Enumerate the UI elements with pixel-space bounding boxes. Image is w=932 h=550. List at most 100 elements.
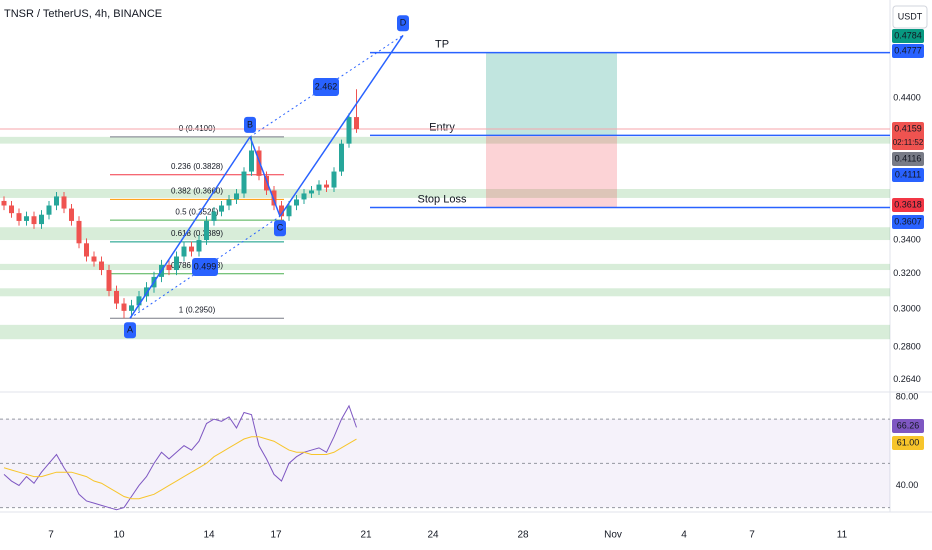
candle-body <box>241 171 247 194</box>
candle-body <box>54 196 59 206</box>
x-tick-label: Nov <box>604 530 622 541</box>
y-tick-label: 0.2800 <box>893 341 921 351</box>
currency[interactable]: USDT <box>898 11 923 21</box>
candle-body <box>144 287 149 297</box>
entry-label: Entry <box>429 121 455 133</box>
ratio-label: 2.462 <box>315 81 338 91</box>
candle-body <box>316 184 322 191</box>
candle-body <box>174 256 179 271</box>
countdown: 02:11:52 <box>893 138 924 147</box>
pattern-point-box <box>124 322 136 339</box>
fib-label: 0.618 (0.3389) <box>171 229 223 238</box>
symbol-title: TNSR / TetherUS, 4h, BINANCE <box>4 8 162 20</box>
candle-body <box>324 184 329 188</box>
candle-body <box>346 117 352 144</box>
candle-body <box>129 305 134 311</box>
candle-body <box>76 220 82 244</box>
x-tick-label: 24 <box>427 530 439 541</box>
price-tag-bg <box>892 152 924 166</box>
y-tick-label: 0.3400 <box>893 234 921 244</box>
candle-body <box>301 193 307 200</box>
last-price-bg <box>892 122 924 150</box>
candle-body <box>234 193 239 200</box>
x-tick-label: 21 <box>360 530 372 541</box>
candle-body <box>84 243 89 257</box>
candle-body <box>226 199 232 206</box>
candle-body <box>24 216 29 221</box>
candle-body <box>91 256 97 262</box>
stop-label: Stop Loss <box>418 193 467 205</box>
support-zone <box>0 324 890 340</box>
rsi-tag: 61.00 <box>897 437 920 447</box>
pattern-point-box <box>244 116 256 133</box>
rsi-line <box>3 404 357 511</box>
x-tick-label: 28 <box>517 530 529 541</box>
candle-body <box>136 296 142 306</box>
tp-tag: 0.4777 <box>894 45 922 55</box>
y-tick-label: 0.2640 <box>893 374 921 384</box>
stop-tag-bg <box>892 215 924 229</box>
candle-body <box>166 264 172 271</box>
rsi-tick-label: 40.00 <box>896 480 919 490</box>
pattern-point-label: C <box>277 223 284 233</box>
candle-body <box>69 208 74 221</box>
last-price-tag: 0.4159 <box>894 123 922 133</box>
fib-label: 0.382 (0.3660) <box>171 187 223 196</box>
candle-body <box>309 190 314 194</box>
pattern-point-label: B <box>247 119 253 129</box>
y-tick-label: 0.3000 <box>893 303 921 313</box>
stop-tag: 0.3607 <box>894 216 922 226</box>
pattern-point-box <box>274 220 286 237</box>
candle-body <box>294 199 299 206</box>
support-zone <box>0 263 890 271</box>
tp-tag-bg <box>892 44 924 58</box>
x-tick-label: 14 <box>203 530 215 541</box>
pattern-point-box <box>397 15 409 32</box>
support-zone <box>0 136 890 144</box>
candle-body <box>196 240 202 252</box>
candle-body <box>339 143 344 172</box>
candle-body <box>271 190 277 206</box>
price-tag: 0.4784 <box>894 30 922 40</box>
candle-body <box>211 211 217 221</box>
candle-body <box>1 200 7 206</box>
entry-tag-bg <box>892 168 924 182</box>
rsi-tick-label: 80.00 <box>896 391 919 401</box>
rsi-line <box>3 436 357 500</box>
pattern-point-label: D <box>400 18 407 28</box>
candle-body <box>121 303 127 311</box>
price-tag-bg <box>892 198 924 212</box>
profit-zone <box>486 52 617 136</box>
candle-body <box>219 205 224 212</box>
tp-label: TP <box>435 39 449 51</box>
support-zone <box>0 188 890 198</box>
candle-body <box>181 246 187 257</box>
pattern-point-label: A <box>127 325 133 335</box>
entry-tag: 0.4111 <box>895 169 921 179</box>
y-tick-label: 0.4400 <box>893 92 921 102</box>
rsi-tag: 66.26 <box>897 420 920 430</box>
pattern-leg <box>249 136 281 217</box>
ratio-label: 0.499 <box>194 261 217 271</box>
currency-box[interactable] <box>892 5 928 29</box>
rsi-tag-bg <box>892 419 924 433</box>
candle-body <box>249 150 254 172</box>
candle-body <box>106 270 112 291</box>
y-tick-label: 0.3200 <box>893 268 921 278</box>
rsi-tag-bg <box>892 436 924 450</box>
x-tick-label: 7 <box>749 530 755 541</box>
support-zone <box>0 227 890 241</box>
x-tick-label: 4 <box>681 530 687 541</box>
candle-body <box>279 205 284 217</box>
candle-body <box>264 175 269 191</box>
fib-label: 1 (0.2950) <box>179 305 216 314</box>
x-tick-label: 10 <box>113 530 125 541</box>
x-tick-label: 11 <box>837 530 848 541</box>
candle-body <box>9 205 14 214</box>
price-tag: 0.4116 <box>895 153 922 163</box>
fib-label: 0.5 (0.3525) <box>175 207 218 216</box>
candle-body <box>256 150 262 176</box>
candle-body <box>286 205 292 217</box>
